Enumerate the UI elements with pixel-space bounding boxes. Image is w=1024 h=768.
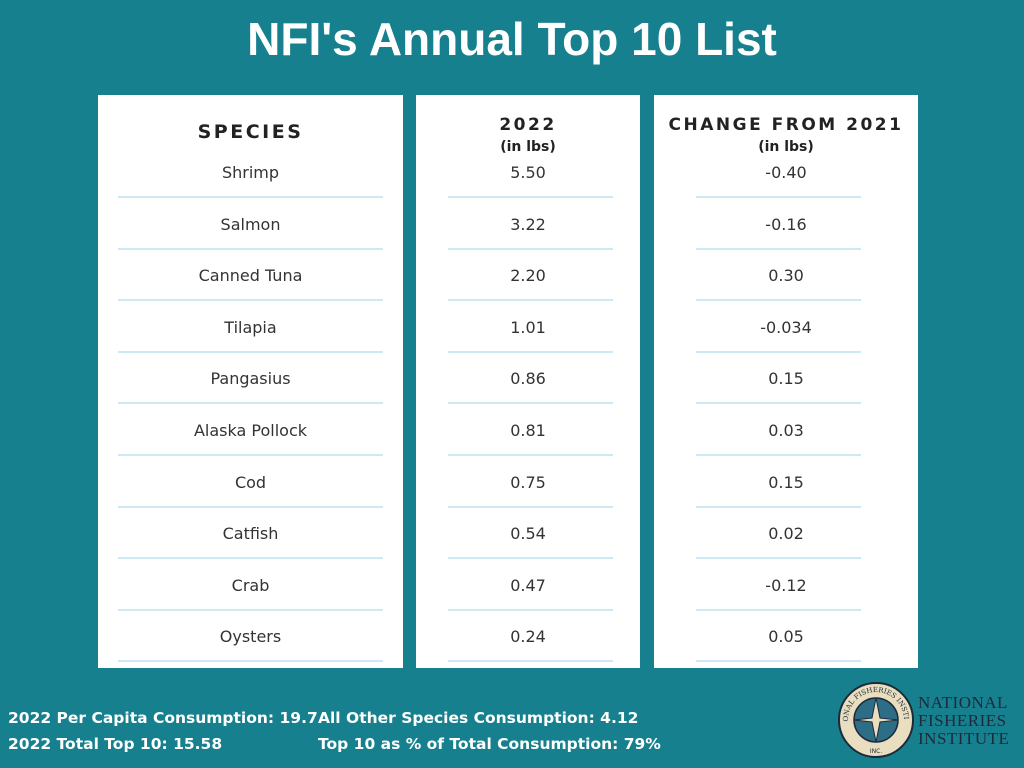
change-cell: 0.03 (768, 421, 804, 440)
change-cell: 0.02 (768, 524, 804, 544)
stat: All Other Species Consumption: 4.12 (318, 709, 639, 727)
column-unit: (in lbs) (500, 139, 556, 155)
amount-cell: 0.75 (510, 472, 546, 492)
row-divider (696, 247, 861, 250)
row-divider (448, 660, 613, 663)
row-divider (448, 608, 613, 611)
amount-cell: 0.47 (510, 575, 546, 595)
species-cell: Pangasius (210, 369, 291, 389)
seal: NATIONAL FISHERIES INSTITUTE INC. (836, 680, 914, 758)
change-cell: 0.15 (768, 369, 804, 389)
species-cell: Oysters (219, 627, 282, 647)
change-cell: -0.034 (760, 317, 812, 337)
row-divider (118, 660, 383, 663)
species-cell: Alaska Pollock (193, 421, 307, 440)
row-divider (448, 454, 613, 456)
column-header: SPECIES (197, 121, 304, 143)
row-divider (118, 557, 383, 560)
stat: Top 10 as % of Total Consumption: 79% (318, 735, 661, 753)
species-cell: Shrimp (221, 163, 280, 182)
change-cell: -0.16 (765, 214, 807, 234)
row-divider (696, 402, 861, 405)
logo-text: FISHERIES (918, 711, 1007, 730)
change-panel: CHANGE FROM 2021 (in lbs) -0.40 -0.16 0.30… (654, 95, 918, 668)
column-header: CHANGE FROM 2021 (668, 115, 904, 135)
row-divider (448, 350, 613, 353)
species-cell: Cod (234, 472, 267, 492)
amount-cell: 0.24 (510, 627, 546, 647)
column-unit: (in lbs) (758, 139, 814, 155)
row-divider (118, 505, 383, 508)
species-cell: Canned Tuna (198, 266, 303, 286)
year-panel: 2022 (in lbs) 5.50 3.22 2.20 1.01 0.86 0.81 0.… (416, 95, 640, 668)
seal-mark: INC. (870, 748, 882, 755)
row-divider (696, 454, 861, 456)
change-cell: 0.30 (768, 266, 804, 286)
row-divider (118, 402, 383, 405)
row-divider (696, 196, 861, 198)
species-cell: Crab (231, 575, 270, 595)
row-divider (696, 660, 861, 663)
stat: 2022 Per Capita Consumption: 19.7 (8, 709, 318, 727)
change-cell: -0.12 (765, 575, 807, 595)
species-panel: SPECIES Shrimp Salmon Canned Tuna Tilapia Pa… (98, 95, 403, 668)
species-cell: Catfish (222, 524, 279, 544)
row-divider (118, 247, 383, 250)
row-divider (696, 557, 861, 560)
change-cell: 0.15 (768, 472, 804, 492)
change-cell: -0.40 (765, 163, 807, 182)
row-divider (448, 557, 613, 560)
amount-cell: 2.20 (510, 266, 546, 286)
amount-cell: 5.50 (510, 163, 546, 182)
title: NFI's Annual Top 10 List (247, 13, 777, 65)
row-divider (696, 350, 861, 353)
logo-text: NATIONAL (918, 693, 1008, 712)
row-divider (696, 299, 861, 302)
row-divider (448, 299, 613, 302)
row-divider (448, 402, 613, 405)
amount-cell: 0.86 (510, 369, 546, 389)
stat: 2022 Total Top 10: 15.58 (8, 735, 223, 753)
amount-cell: 3.22 (510, 214, 546, 234)
change-cell: 0.05 (768, 627, 804, 647)
column-header: 2022 (499, 115, 557, 135)
logo-text: INSTITUTE (918, 729, 1010, 748)
row-divider (448, 247, 613, 250)
row-divider (118, 196, 383, 198)
row-divider (448, 505, 613, 508)
row-divider (118, 299, 383, 302)
row-divider (118, 608, 383, 611)
amount-cell: 1.01 (510, 317, 546, 337)
row-divider (448, 196, 613, 198)
species-cell: Salmon (220, 214, 281, 234)
row-divider (118, 350, 383, 353)
row-divider (118, 454, 383, 456)
species-cell: Tilapia (224, 317, 277, 337)
row-divider (696, 608, 861, 611)
amount-cell: 0.81 (510, 421, 546, 440)
amount-cell: 0.54 (510, 524, 546, 544)
row-divider (696, 505, 861, 508)
